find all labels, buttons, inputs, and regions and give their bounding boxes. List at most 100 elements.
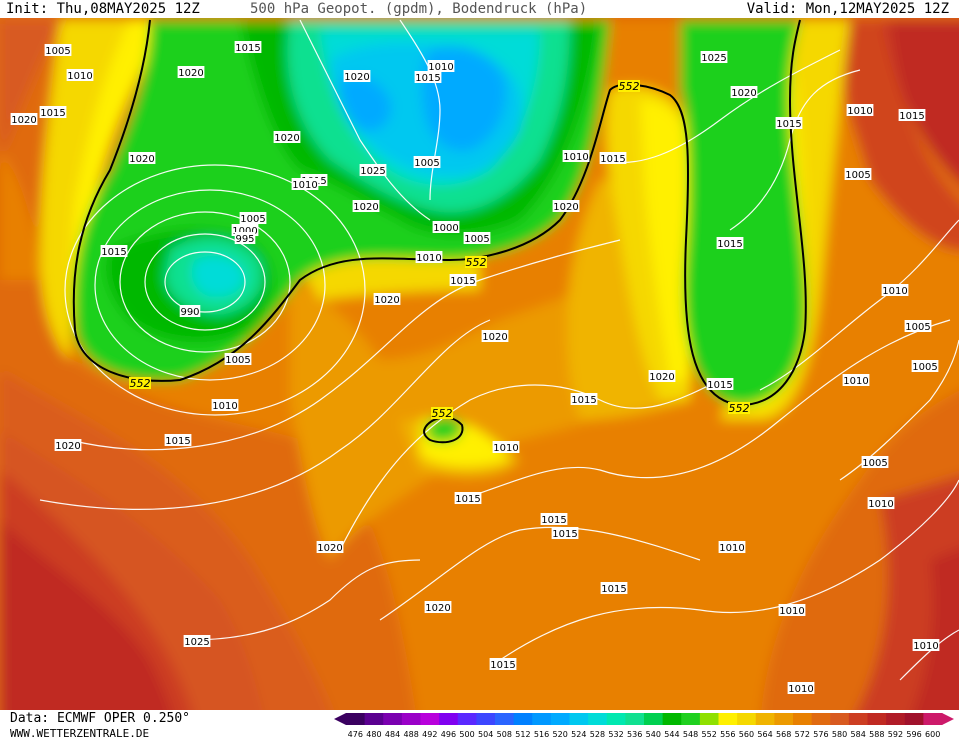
scale-swatch (774, 713, 794, 725)
isobar-label: 1025 (359, 164, 387, 177)
isobar-label-text: 1010 (779, 606, 804, 617)
scale-swatch (439, 713, 459, 725)
isobar-label-text: 1015 (601, 584, 626, 595)
isobar-labels: 1005 1015 1010 1020 1020 1015 1020 1020 1020 1010… (10, 41, 940, 695)
isobar-label-text: 1020 (649, 372, 674, 383)
scale-swatch (848, 713, 868, 725)
website-credit: WWW.WETTERZENTRALE.DE (10, 727, 150, 740)
isobar-label-text: 1010 (719, 543, 744, 554)
isobar-label: 1015 (600, 582, 628, 595)
isobar-label: 1010 (718, 541, 746, 554)
scale-label: 516 (534, 730, 549, 739)
isobar-label: 1020 (552, 200, 580, 213)
isobar-label-text: 1010 (493, 443, 518, 454)
isobar-label: 1015 (449, 274, 477, 287)
isobar-label: 1000 (432, 221, 460, 234)
weather-map: 1005 1015 1010 1020 1020 1015 1020 1020 1020 1010… (0, 18, 959, 710)
isobar-label: 1020 (343, 70, 371, 83)
scale-swatch (476, 713, 496, 725)
isobar-label-text: 1020 (425, 603, 450, 614)
isobar-label: 1015 (39, 106, 67, 119)
scale-label: 544 (664, 730, 679, 739)
scale-label: 556 (720, 730, 735, 739)
scale-label: 588 (869, 730, 884, 739)
isobar-label-text: 1005 (912, 362, 937, 373)
isobar-label: 1015 (489, 658, 517, 671)
isobars (39, 19, 959, 681)
isobar-label-text: 1020 (55, 441, 80, 452)
scale-label: 576 (813, 730, 828, 739)
contour-label: 552 (728, 402, 750, 415)
isobar-label: 1020 (373, 293, 401, 306)
isobar-label: 1010 (778, 604, 806, 617)
contour-label: 552 (129, 377, 151, 390)
scale-right-arrow (942, 713, 954, 725)
scale-swatch (495, 713, 515, 725)
scale-swatch (401, 713, 421, 725)
isobar-label: 1010 (867, 497, 895, 510)
scale-swatch (718, 713, 738, 725)
isobar-label: 1005 (413, 156, 441, 169)
isobar-label-text: 1015 (707, 380, 732, 391)
isobar-label: 1020 (128, 152, 156, 165)
scale-label: 540 (646, 730, 661, 739)
isobar-label-text: 1020 (482, 332, 507, 343)
scale-swatch (457, 713, 477, 725)
scale-label: 600 (925, 730, 940, 739)
contour-label: 552 (431, 407, 453, 420)
scale-label: 496 (441, 730, 456, 739)
scale-swatch (569, 713, 589, 725)
isobar-label: 1010 (912, 639, 940, 652)
contour-label: 552 (465, 256, 487, 269)
scale-swatch (625, 713, 645, 725)
scale-label: 524 (571, 730, 586, 739)
scale-swatch (699, 713, 719, 725)
isobar-label-text: 1020 (317, 543, 342, 554)
scale-label: 500 (459, 730, 474, 739)
isobar-label: 1020 (316, 541, 344, 554)
isobar-label: 1010 (846, 104, 874, 117)
isobar-label-text: 1015 (571, 395, 596, 406)
isobar-label: 990 (179, 305, 201, 318)
isobar-label-text: 1020 (344, 72, 369, 83)
isobar-label-text: 1020 (178, 68, 203, 79)
scale-label: 548 (683, 730, 698, 739)
isobar-label: 1025 (183, 635, 211, 648)
isobar-label: 1020 (54, 439, 82, 452)
scale-swatch (681, 713, 701, 725)
contour-label-text: 552 (466, 256, 487, 269)
contour-label-text: 552 (729, 402, 750, 415)
scale-label: 508 (497, 730, 512, 739)
isobar-label: 1020 (481, 330, 509, 343)
scale-swatch (532, 713, 552, 725)
init-time: Init: Thu,08MAY2025 12Z (6, 1, 200, 17)
isobar-label-text: 1015 (101, 247, 126, 258)
isobar-label-text: 1015 (552, 529, 577, 540)
scale-swatch (904, 713, 924, 725)
isobar-label-text: 1015 (165, 436, 190, 447)
isobar-label-text: 1025 (184, 637, 209, 648)
isobar-label-text: 1005 (862, 458, 887, 469)
isobar-label: 1010 (291, 178, 319, 191)
scale-label: 596 (906, 730, 921, 739)
scale-label: 560 (739, 730, 754, 739)
scale-label: 580 (832, 730, 847, 739)
isobar-label: 1020 (273, 131, 301, 144)
isobar-label-text: 1005 (414, 158, 439, 169)
isobar-label-text: 1005 (45, 46, 70, 57)
isobar-label: 1010 (787, 682, 815, 695)
isobar-label-text: 1005 (845, 170, 870, 181)
isobar-label: 1010 (415, 251, 443, 264)
scale-left-arrow (334, 713, 346, 725)
isobar-label: 1015 (775, 117, 803, 130)
isobar-label-text: 1005 (225, 355, 250, 366)
scale-swatch (867, 713, 887, 725)
isobar-label-text: 1010 (788, 684, 813, 695)
isobar-label: 1015 (414, 71, 442, 84)
isobar-label-text: 1015 (455, 494, 480, 505)
scale-label: 592 (888, 730, 903, 739)
scale-swatch (737, 713, 757, 725)
isobar-label-text: 1010 (843, 376, 868, 387)
contour-552-labels: 552 552 552 552 552 (129, 80, 750, 420)
isobar-label: 1005 (911, 360, 939, 373)
